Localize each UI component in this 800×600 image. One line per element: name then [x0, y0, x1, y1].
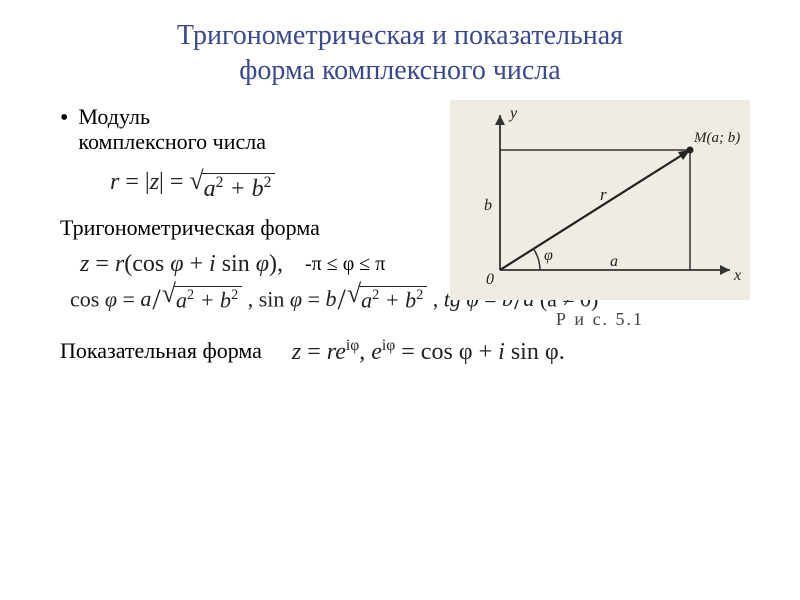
ei2: i	[498, 339, 505, 365]
var-a: a	[204, 176, 216, 202]
figure-caption: Р и с. 5.1	[450, 309, 750, 330]
label-b: b	[484, 197, 492, 214]
sa: a	[361, 287, 372, 312]
eiphi2: iφ	[382, 337, 395, 354]
label-o: 0	[486, 271, 494, 288]
trig-formula: z = r(cos φ + i sin φ),	[80, 251, 283, 278]
section-exp-label: Показательная форма	[60, 338, 262, 364]
ecomma: ,	[359, 339, 371, 365]
sqrt-body: a2 + b2	[202, 173, 276, 203]
label-y: y	[508, 105, 518, 122]
ere: re	[327, 339, 346, 365]
label-phi: φ	[544, 247, 553, 264]
tplus: +	[184, 251, 210, 277]
esin2: sin φ.	[505, 339, 565, 365]
tphi1: φ	[170, 251, 183, 277]
phi-range: -π ≤ φ ≤ π	[305, 253, 385, 276]
exp-row: Показательная форма z = reiφ, eiφ = cos …	[60, 337, 760, 366]
label-x: x	[733, 267, 741, 284]
cb: + b	[194, 287, 231, 312]
point-m	[687, 147, 694, 154]
slide-title: Тригонометрическая и показательная форма…	[0, 0, 800, 96]
tz: z	[80, 251, 89, 277]
exp-formula: z = reiφ, eiφ = cos φ + i sin φ.	[292, 337, 565, 366]
tclose: ),	[269, 251, 283, 277]
figure-svg: y x 0 M(a; b) a b r φ	[450, 100, 750, 300]
sb: + b	[379, 287, 416, 312]
eq1: = |	[119, 169, 149, 195]
bullet-dot-icon: •	[60, 106, 68, 130]
tphi2: φ	[256, 251, 269, 277]
cos-frac: cos φ = aa/√a2 + b2	[140, 286, 242, 313]
eq2: | =	[159, 169, 189, 195]
sin-frac: b/√a2 + b2	[326, 286, 428, 313]
title-line2: форма комплексного числа	[239, 55, 560, 86]
title-line1: Тригонометрическая и показательная	[177, 20, 623, 51]
ca: a	[176, 287, 187, 312]
plus-b: + b	[223, 176, 263, 202]
label-m: M(a; b)	[693, 130, 740, 146]
sep1: ,	[242, 286, 259, 311]
ee2: e	[371, 339, 382, 365]
tsin: sin	[216, 251, 256, 277]
tr: r	[115, 251, 124, 277]
eeq: =	[301, 339, 327, 365]
eiphi: iφ	[346, 337, 359, 354]
bullet-text: Модуль комплексного числа	[78, 104, 266, 155]
sep2: ,	[427, 286, 444, 311]
teq: =	[89, 251, 115, 277]
label-a: a	[610, 253, 618, 270]
sqrt: √a2 + b2	[189, 173, 275, 203]
var-r: r	[110, 169, 119, 195]
ez: z	[292, 339, 301, 365]
bullet-l2: комплексного числа	[78, 129, 266, 154]
label-r: r	[600, 185, 607, 204]
ti: i	[209, 251, 216, 277]
bullet-l1: Модуль	[78, 104, 150, 129]
var-z: z	[150, 169, 159, 195]
eeq2: = cos φ +	[395, 339, 498, 365]
topen: (cos	[124, 251, 170, 277]
figure-complex-plane: y x 0 M(a; b) a b r φ Р и с. 5.1	[450, 100, 750, 330]
